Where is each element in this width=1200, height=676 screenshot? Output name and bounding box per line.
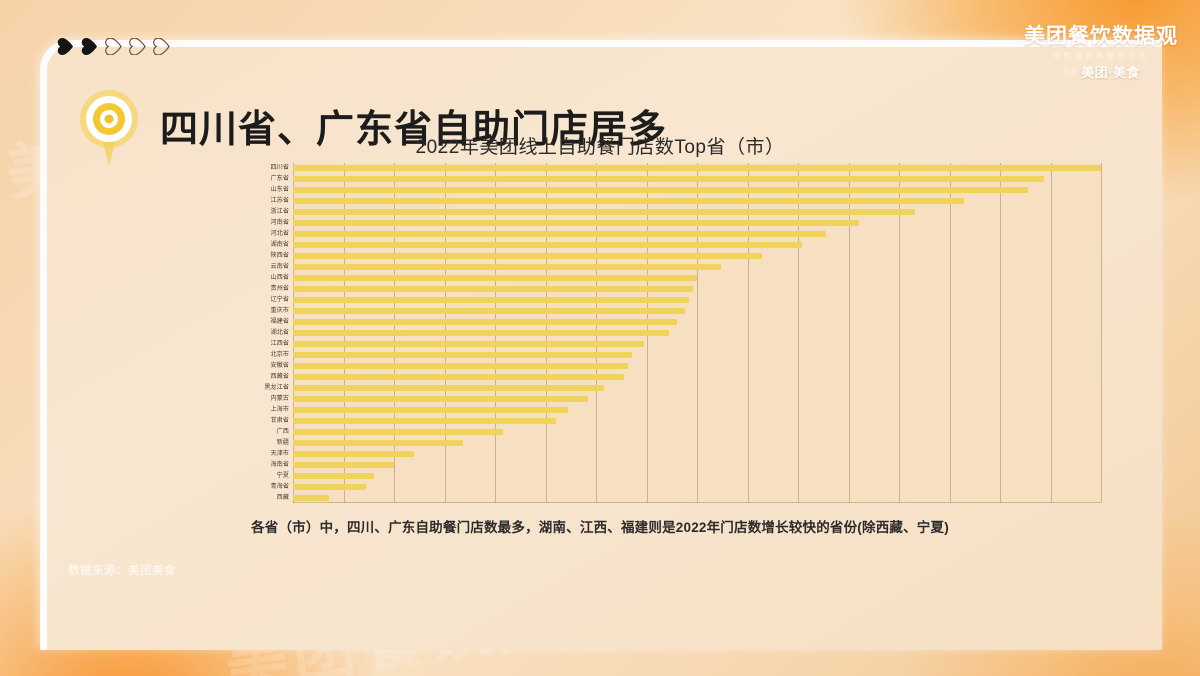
y-axis-tick-label: 上海市 — [270, 405, 289, 413]
bar — [293, 351, 633, 358]
page-title: 四川省、广东省自助门店居多 — [160, 109, 668, 151]
gridline — [899, 163, 900, 503]
gridline — [848, 163, 850, 503]
location-pin-icon — [80, 90, 138, 165]
gridline — [1050, 163, 1052, 503]
y-axis-tick-label: 山西省 — [270, 274, 289, 282]
y-axis-tick-label: 河北省 — [270, 230, 289, 238]
gridline — [697, 163, 698, 503]
y-axis-labels: 四川省广东省山东省江苏省浙江省河南省河北省湖南省陕西省云南省山西省贵州省辽宁省重… — [243, 163, 292, 503]
gridline — [1000, 163, 1001, 503]
bar — [293, 362, 629, 369]
y-axis-tick-label: 新疆 — [276, 438, 289, 446]
y-axis-tick-label: 广西 — [276, 427, 289, 435]
y-axis-tick-label: 天津市 — [270, 449, 289, 457]
gridline — [949, 163, 951, 503]
y-axis-tick-label: 重庆市 — [270, 306, 289, 314]
heart-outline-icon — [129, 38, 146, 55]
bar — [293, 286, 693, 293]
data-source: 数据来源：美团美食 — [68, 565, 176, 577]
y-axis-tick-label: 江西省 — [270, 339, 289, 347]
bar — [293, 395, 588, 402]
y-axis-tick-label: 黑龙江省 — [264, 383, 289, 391]
bar — [293, 319, 677, 326]
decorative-hearts — [56, 38, 171, 55]
y-axis-tick-label: 四川省 — [270, 164, 289, 172]
bar — [293, 198, 964, 205]
heart-filled-icon — [57, 38, 74, 55]
gridline — [798, 163, 799, 503]
bar-chart: 四川省广东省山东省江苏省浙江省河南省河北省湖南省陕西省云南省山西省贵州省辽宁省重… — [243, 163, 1102, 503]
bar — [293, 373, 625, 380]
brand-lockup: 美团餐饮数据观 用数据洞察餐饮业态 美食 美团·美食 — [1024, 26, 1178, 79]
y-axis-tick-label: 湖南省 — [270, 241, 289, 249]
heart-outline-icon — [153, 38, 170, 55]
y-axis-tick-label: 河南省 — [270, 219, 289, 227]
plot-area — [293, 163, 1102, 503]
bar — [293, 275, 697, 282]
brand-sub-text: 美团·美食 — [1081, 64, 1140, 80]
bar — [293, 461, 394, 468]
bar — [293, 308, 685, 315]
bar — [293, 165, 1101, 172]
y-axis-tick-label: 云南省 — [270, 263, 289, 271]
bar — [293, 340, 645, 347]
gridline — [747, 163, 749, 503]
bar — [293, 242, 803, 249]
bar — [293, 450, 415, 457]
y-axis-tick-label: 浙江省 — [270, 208, 289, 216]
brand-sub-mark: 美食 — [1062, 68, 1078, 76]
bar — [293, 209, 916, 216]
brand-tagline: 用数据洞察餐饮业态 — [1052, 51, 1150, 60]
y-axis-tick-label: 北京市 — [270, 350, 289, 358]
bar — [293, 384, 605, 391]
y-axis-tick-label: 广东省 — [270, 175, 289, 183]
y-axis-tick-label: 辽宁省 — [270, 295, 289, 303]
bar — [293, 176, 1045, 183]
y-axis-tick-label: 宁夏 — [276, 471, 289, 479]
y-axis-tick-label: 青海省 — [270, 482, 289, 490]
gridline — [1101, 163, 1102, 503]
chart-title: 2022年美团线上自助餐门店数Top省（市） — [415, 137, 785, 158]
y-axis-tick-label: 湖北省 — [270, 328, 289, 336]
heart-outline-icon — [105, 38, 122, 55]
bar — [293, 428, 504, 435]
bar — [293, 406, 568, 413]
y-axis-tick-label: 安徽省 — [270, 361, 289, 369]
y-axis-tick-label: 西藏省 — [270, 372, 289, 380]
bar — [293, 220, 859, 227]
y-axis-tick-label: 海南省 — [270, 460, 289, 468]
bar — [293, 494, 330, 501]
bar — [293, 417, 556, 424]
bar — [293, 330, 669, 336]
bar — [293, 253, 762, 260]
y-axis-tick-label: 西藏 — [276, 493, 289, 501]
bar — [293, 264, 722, 271]
bar — [293, 483, 366, 490]
bar — [293, 472, 374, 479]
y-axis-tick-label: 内蒙古 — [270, 394, 289, 402]
heart-filled-icon — [81, 38, 98, 55]
bar — [293, 297, 689, 304]
bar — [293, 439, 463, 446]
brand-sublogo: 美食 美团·美食 — [1024, 66, 1178, 79]
y-axis-tick-label: 福建省 — [270, 317, 289, 325]
y-axis-tick-label: 甘肃省 — [270, 416, 289, 424]
y-axis-tick-label: 江苏省 — [270, 197, 289, 205]
x-axis-baseline — [293, 502, 1101, 503]
brand-title: 美团餐饮数据观 — [1024, 25, 1178, 48]
y-axis-tick-label: 贵州省 — [270, 285, 289, 293]
bar — [293, 187, 1029, 194]
footnote: 各省（市）中，四川、广东自助餐门店数最多，湖南、江西、福建则是2022年门店数增… — [251, 520, 949, 535]
bar — [293, 231, 827, 238]
y-axis-tick-label: 山东省 — [270, 186, 289, 194]
y-axis-tick-label: 陕西省 — [270, 252, 289, 260]
